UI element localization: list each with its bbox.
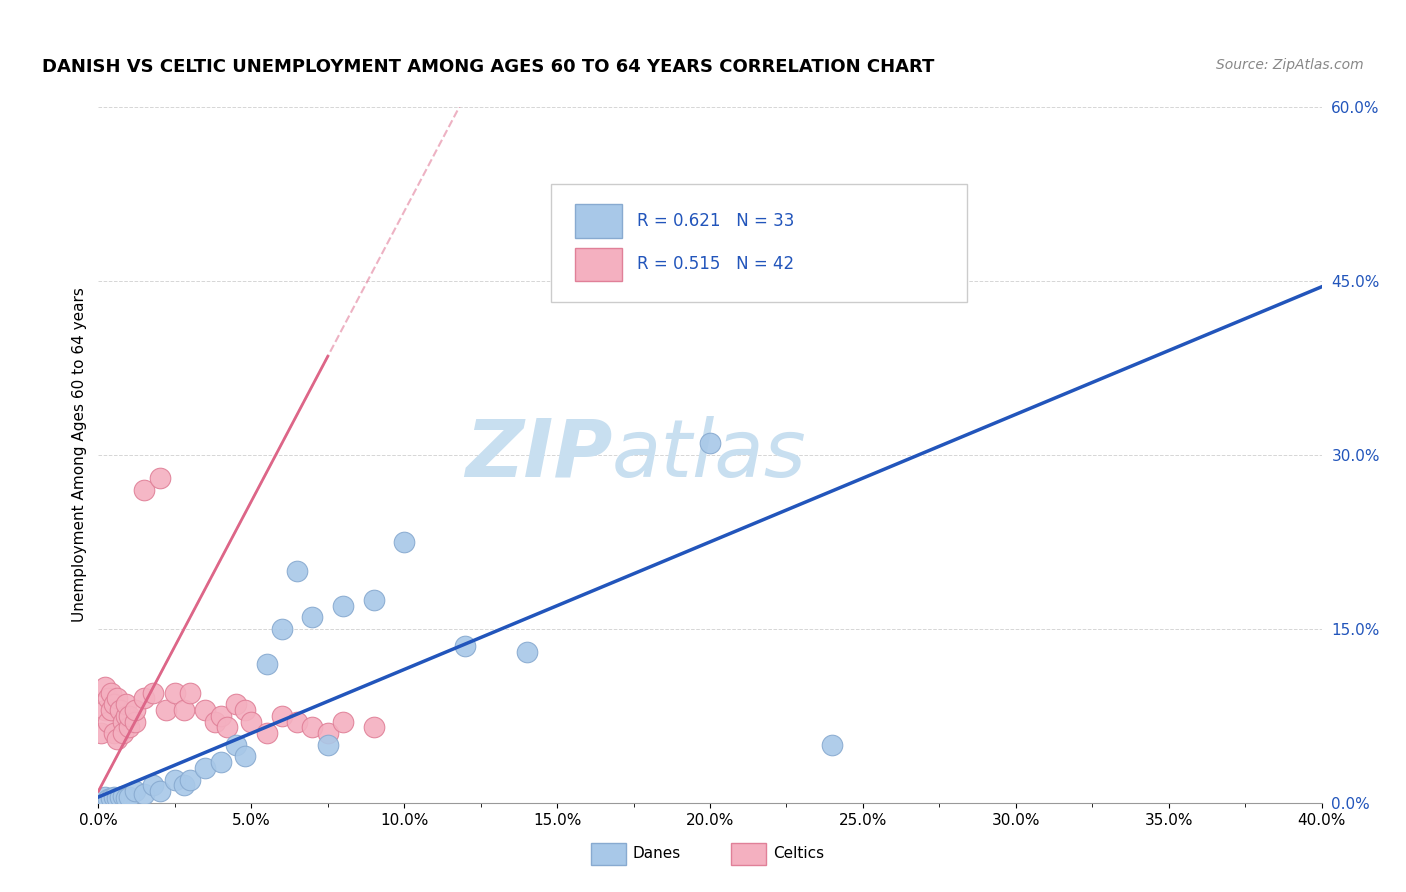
Point [149, 784, 172, 798]
FancyBboxPatch shape [731, 843, 766, 865]
Point [118, 708, 141, 723]
Point [194, 703, 217, 717]
Point [111, 789, 134, 803]
Text: Celtics: Celtics [773, 847, 824, 861]
Point [225, 738, 247, 752]
Point [576, 274, 599, 288]
Point [134, 483, 156, 497]
Point [163, 685, 186, 699]
Text: R = 0.515   N = 42: R = 0.515 N = 42 [637, 255, 794, 273]
Y-axis label: Unemployment Among Ages 60 to 64 years: Unemployment Among Ages 60 to 64 years [72, 287, 87, 623]
Point [209, 755, 232, 769]
Point [316, 726, 339, 740]
Point [115, 791, 138, 805]
Point [332, 714, 354, 729]
Point [240, 714, 263, 729]
Point [256, 726, 278, 740]
Point [194, 761, 217, 775]
Point [111, 714, 134, 729]
Point [179, 685, 201, 699]
Point [270, 622, 292, 636]
Point [301, 610, 323, 624]
Point [316, 738, 339, 752]
Point [97, 792, 120, 806]
Point [270, 708, 292, 723]
Point [93, 790, 115, 805]
Point [163, 772, 186, 787]
Point [115, 708, 138, 723]
FancyBboxPatch shape [575, 248, 621, 281]
Point [105, 791, 128, 805]
Point [103, 726, 125, 740]
Point [155, 703, 177, 717]
Point [118, 721, 141, 735]
Text: R = 0.621   N = 33: R = 0.621 N = 33 [637, 212, 794, 230]
Text: atlas: atlas [612, 416, 807, 494]
Point [90, 726, 112, 740]
Point [149, 471, 172, 485]
Point [93, 703, 115, 717]
Point [97, 714, 120, 729]
Point [115, 698, 138, 712]
Text: DANISH VS CELTIC UNEMPLOYMENT AMONG AGES 60 TO 64 YEARS CORRELATION CHART: DANISH VS CELTIC UNEMPLOYMENT AMONG AGES… [42, 58, 935, 76]
FancyBboxPatch shape [551, 184, 967, 301]
Point [105, 731, 128, 746]
Point [256, 657, 278, 671]
Point [142, 778, 165, 792]
Point [108, 703, 131, 717]
Point [821, 738, 844, 752]
Point [285, 564, 308, 578]
Text: ZIP: ZIP [465, 416, 612, 494]
Point [516, 645, 538, 659]
Point [118, 790, 141, 805]
Point [111, 726, 134, 740]
Point [134, 691, 156, 706]
Point [97, 691, 120, 706]
Point [363, 592, 385, 607]
Point [332, 599, 354, 613]
Text: Source: ZipAtlas.com: Source: ZipAtlas.com [1216, 58, 1364, 72]
Point [93, 680, 115, 694]
Point [108, 790, 131, 805]
FancyBboxPatch shape [575, 204, 621, 238]
Point [134, 787, 156, 801]
Point [233, 749, 256, 764]
Point [124, 703, 146, 717]
Point [100, 703, 122, 717]
Point [392, 534, 416, 549]
Point [209, 708, 232, 723]
Point [124, 784, 146, 798]
Point [233, 703, 256, 717]
Point [105, 691, 128, 706]
Point [100, 685, 122, 699]
Point [301, 721, 323, 735]
Point [103, 790, 125, 805]
Text: Danes: Danes [633, 847, 681, 861]
Point [173, 703, 195, 717]
Point [103, 698, 125, 712]
Point [454, 639, 477, 653]
Point [179, 772, 201, 787]
Point [363, 721, 385, 735]
Point [215, 721, 238, 735]
Point [285, 714, 308, 729]
FancyBboxPatch shape [591, 843, 626, 865]
Point [699, 436, 721, 450]
Point [100, 791, 122, 805]
Point [173, 778, 195, 792]
Point [142, 685, 165, 699]
Point [204, 714, 226, 729]
Point [225, 698, 247, 712]
Point [124, 714, 146, 729]
